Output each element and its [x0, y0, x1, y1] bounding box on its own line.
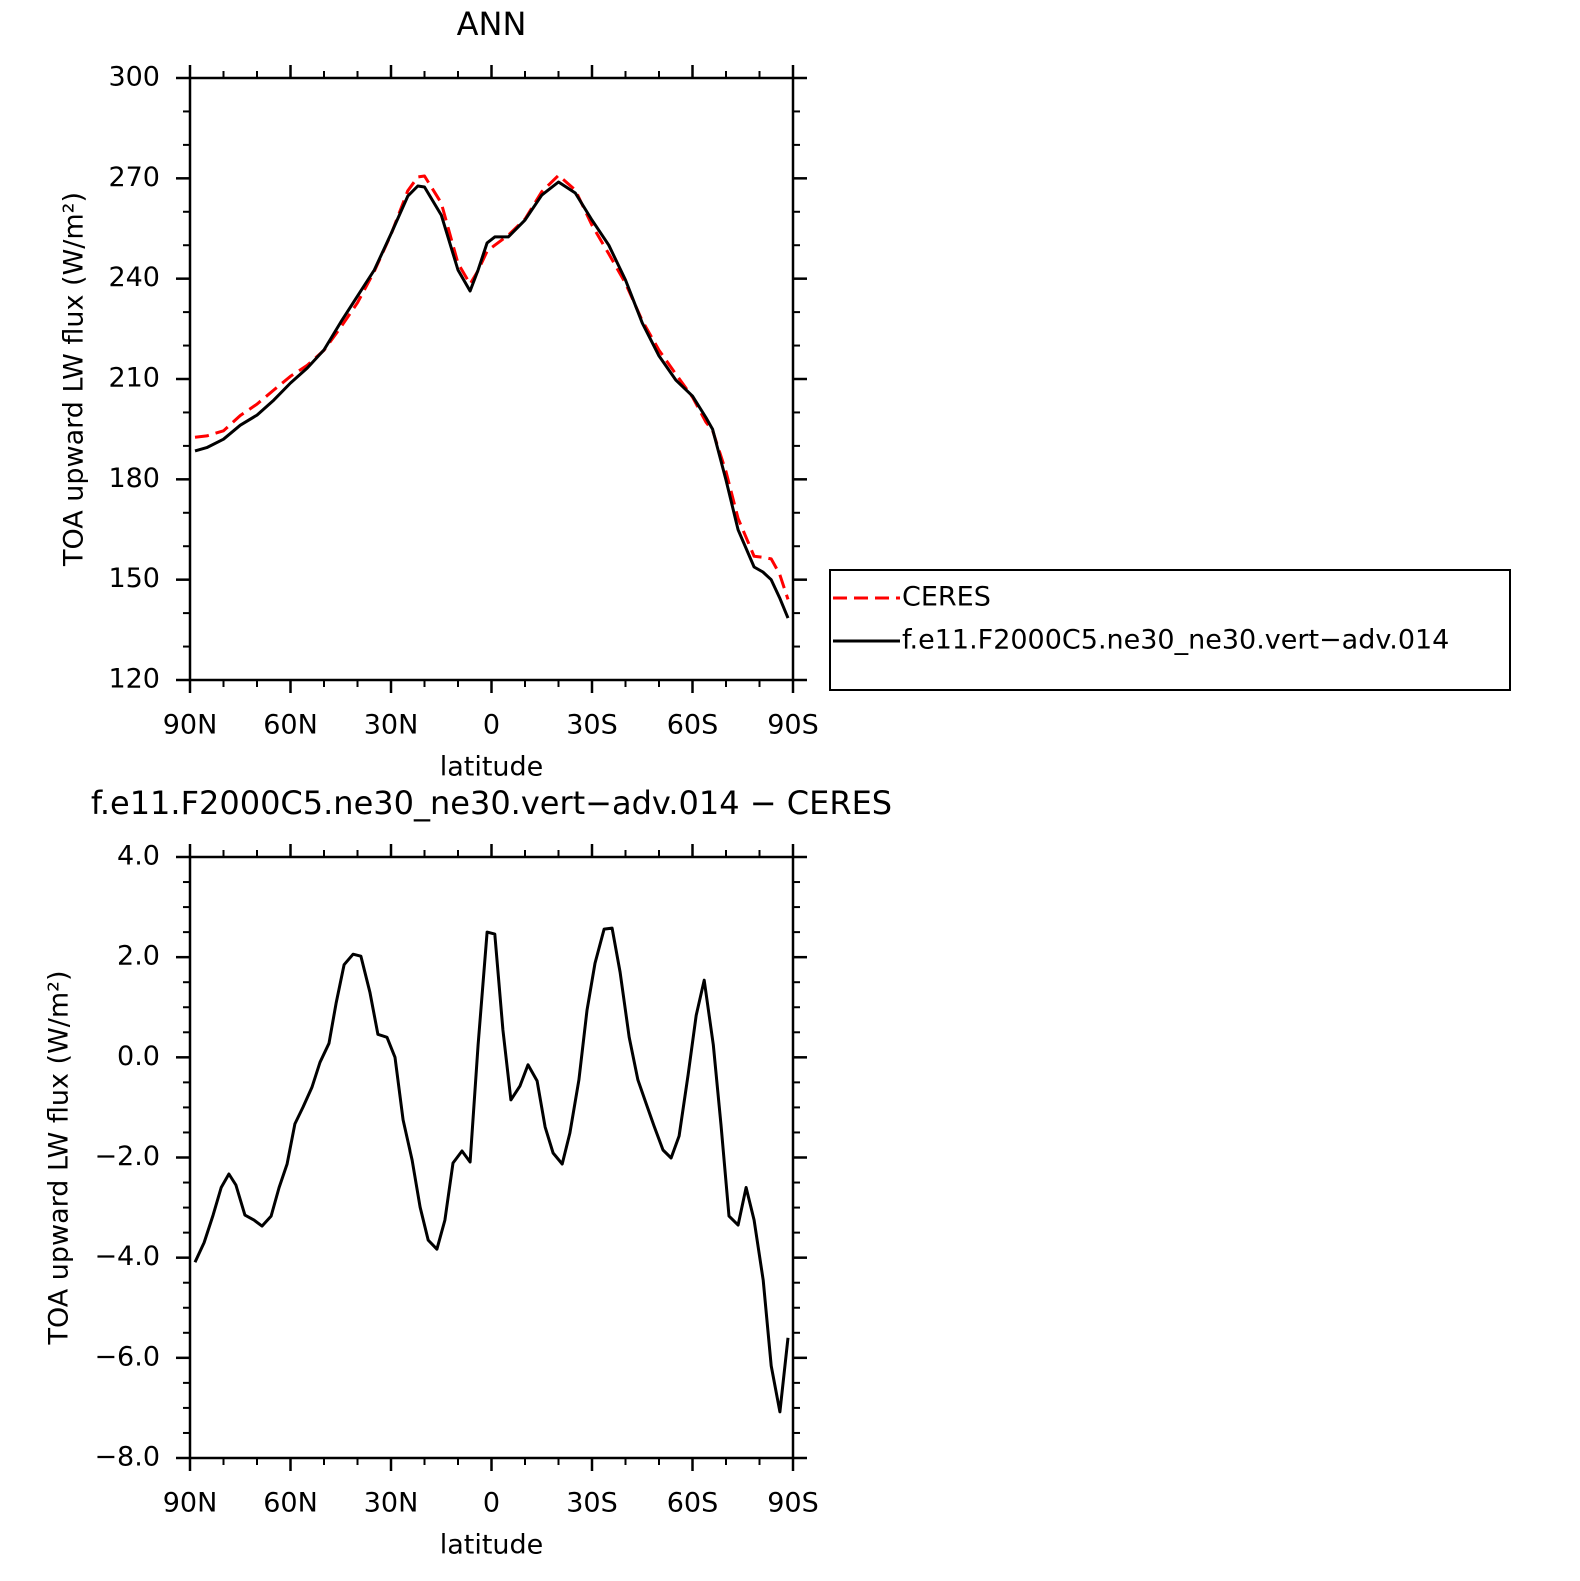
y-tick-label: −4.0: [94, 1241, 160, 1272]
chart-title: f.e11.F2000C5.ne30_ne30.vert−adv.014 − C…: [91, 784, 892, 822]
x-tick-label: 60S: [667, 710, 719, 741]
chart-title: ANN: [457, 5, 527, 43]
y-tick-label: 270: [108, 162, 160, 193]
plot-frame: [188, 855, 795, 1460]
y-tick-label: −2.0: [94, 1141, 160, 1172]
series-line: [194, 180, 790, 619]
y-tick-label: −8.0: [94, 1442, 160, 1473]
y-tick-label: −6.0: [94, 1341, 160, 1372]
legend-label: f.e11.F2000C5.ne30_ne30.vert−adv.014: [902, 625, 1449, 656]
x-tick-label: 90S: [767, 1488, 819, 1519]
y-tick-label: 180: [108, 463, 160, 494]
series-line: [194, 173, 790, 600]
x-tick-label: 60S: [667, 1488, 719, 1519]
y-tick-label: 300: [108, 62, 160, 93]
y-tick-label: 2.0: [117, 941, 160, 972]
x-axis-label: latitude: [440, 752, 544, 783]
y-tick-label: 210: [108, 363, 160, 394]
y-tick-label: 120: [108, 664, 160, 695]
y-tick-label: 0.0: [117, 1041, 160, 1072]
legend-label: CERES: [902, 582, 991, 613]
x-tick-label: 30S: [566, 710, 618, 741]
x-axis-label: latitude: [440, 1530, 544, 1561]
x-tick-label: 30N: [364, 1488, 419, 1519]
x-tick-label: 30N: [364, 710, 419, 741]
x-tick-label: 60N: [263, 1488, 318, 1519]
y-tick-label: 4.0: [117, 841, 160, 872]
legend-box: [829, 569, 1511, 691]
y-axis-label: TOA upward LW flux (W/m²): [59, 192, 90, 567]
x-tick-label: 90S: [767, 710, 819, 741]
y-tick-label: 150: [108, 563, 160, 594]
x-tick-label: 90N: [163, 1488, 218, 1519]
y-axis-label: TOA upward LW flux (W/m²): [44, 970, 75, 1345]
x-tick-label: 0: [483, 1488, 500, 1519]
y-tick-label: 240: [108, 262, 160, 293]
x-tick-label: 60N: [263, 710, 318, 741]
x-tick-label: 30S: [566, 1488, 618, 1519]
x-tick-label: 0: [483, 710, 500, 741]
plot-frame: [188, 76, 795, 682]
x-tick-label: 90N: [163, 710, 218, 741]
difference-line: [193, 926, 790, 1414]
